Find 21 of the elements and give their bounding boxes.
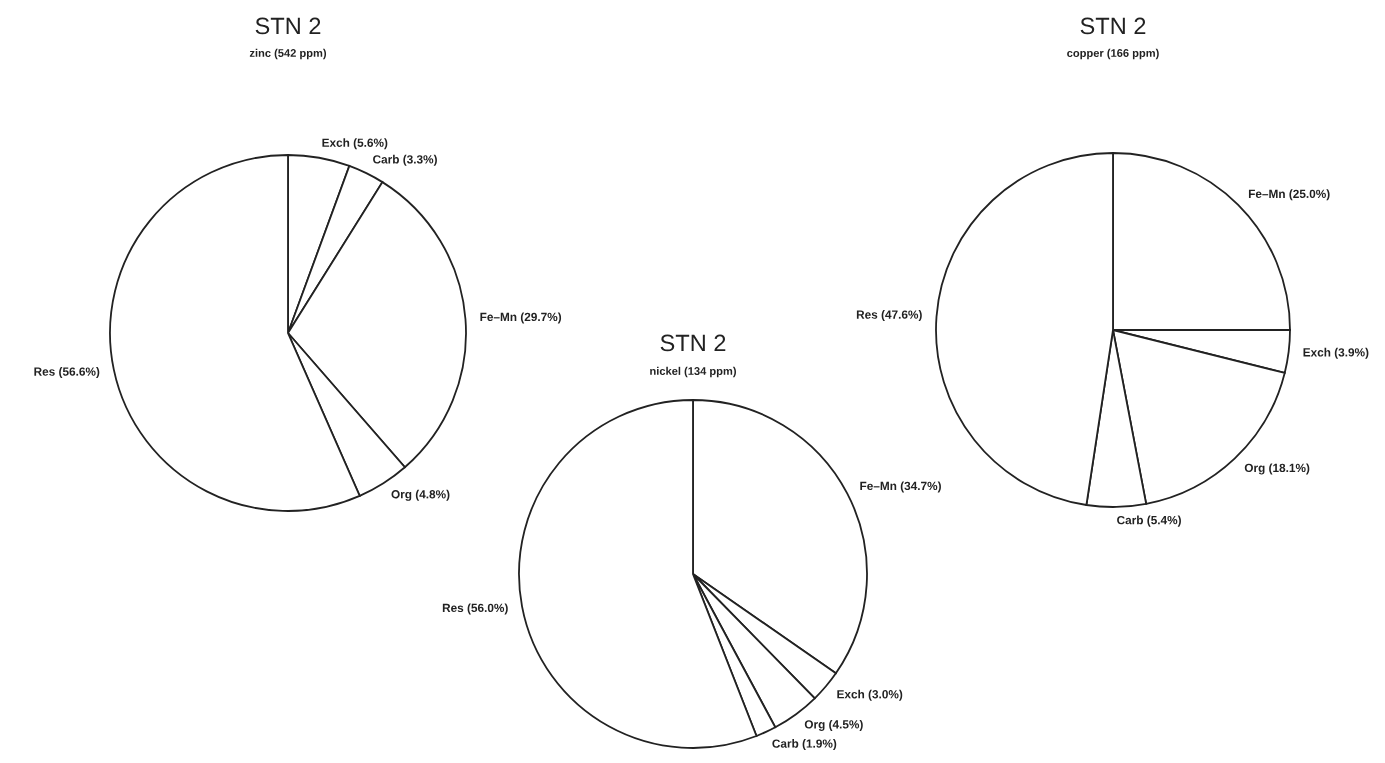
- slice-label: Res (56.6%): [34, 367, 100, 379]
- slice-label: Res (47.6%): [856, 310, 922, 322]
- slice-label: Carb (3.3%): [373, 154, 437, 166]
- slice-label: Res (56.0%): [442, 603, 508, 615]
- chart-subtitle: copper (166 ppm): [1067, 48, 1159, 60]
- slice-label: Carb (5.4%): [1117, 515, 1181, 527]
- slice-label: Carb (1.9%): [772, 739, 837, 751]
- slice-label: Org (4.5%): [804, 719, 863, 731]
- slice-label: Fe–Mn (29.7%): [480, 312, 562, 324]
- chart-title: STN 2: [660, 334, 726, 352]
- slice-label: Org (4.8%): [391, 489, 450, 501]
- chart-subtitle: nickel (134 ppm): [650, 366, 736, 378]
- chart-title: STN 2: [255, 17, 321, 35]
- slice-label: Org (18.1%): [1244, 463, 1310, 475]
- chart-title: STN 2: [1080, 17, 1146, 35]
- chart-subtitle: zinc (542 ppm): [249, 48, 327, 60]
- slice-label: Exch (3.0%): [837, 689, 903, 701]
- slice-label: Fe–Mn (34.7%): [860, 481, 941, 493]
- slice-label: Exch (3.9%): [1303, 347, 1369, 359]
- slice-label: Fe–Mn (25.0%): [1248, 189, 1330, 201]
- slice-label: Exch (5.6%): [322, 138, 388, 150]
